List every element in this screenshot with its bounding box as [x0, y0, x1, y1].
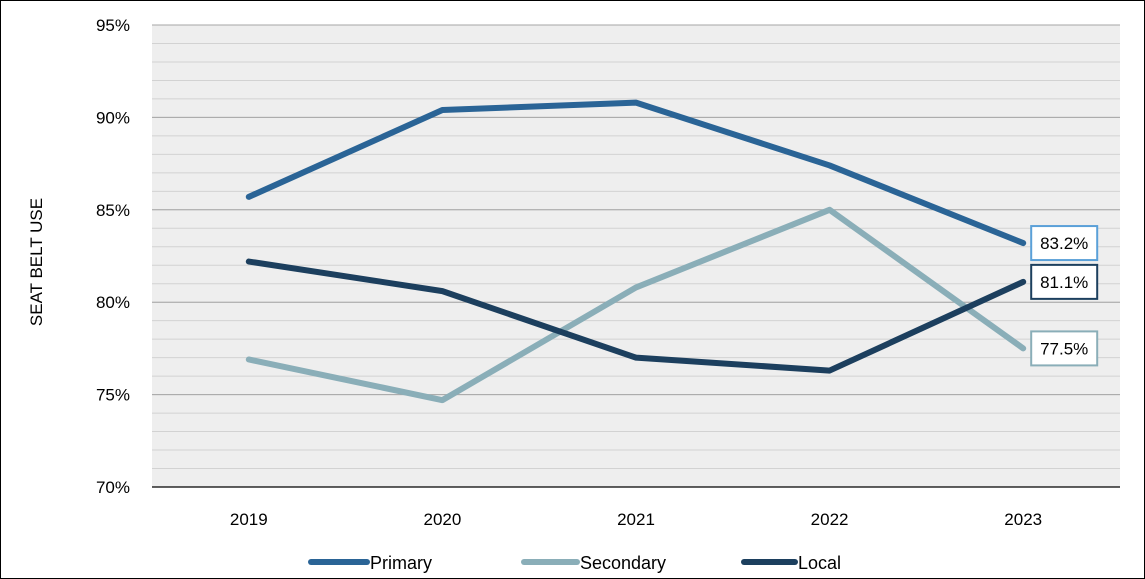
- end-label-local: 81.1%: [1030, 263, 1099, 300]
- end-label-box: [1030, 263, 1099, 300]
- end-label-text: 77.5%: [1040, 339, 1088, 358]
- series-line-secondary: [245, 206, 1027, 404]
- x-tick-label: 2020: [423, 510, 461, 529]
- end-label-secondary: 77.5%: [1030, 330, 1099, 367]
- end-label-text: 83.2%: [1040, 234, 1088, 253]
- legend-label: Local: [798, 553, 841, 573]
- y-tick-label: 90%: [96, 108, 130, 127]
- x-tick-label: 2019: [230, 510, 268, 529]
- y-tick-label: 80%: [96, 293, 130, 312]
- y-axis-tick-labels: 70% 75% 80% 85% 90% 95%: [96, 16, 130, 497]
- plot-area: [152, 25, 1120, 487]
- legend-item-secondary: Secondary: [521, 553, 666, 573]
- legend-label: Secondary: [580, 553, 666, 573]
- x-tick-label: 2022: [811, 510, 849, 529]
- y-tick-label: 85%: [96, 201, 130, 220]
- y-axis-title: SEAT BELT USE: [27, 198, 46, 326]
- end-data-labels: 83.2% 77.5% 81.1%: [1030, 225, 1099, 367]
- end-label-box: [1030, 225, 1099, 262]
- end-label-primary: 83.2%: [1030, 225, 1099, 262]
- x-tick-label: 2021: [617, 510, 655, 529]
- x-tick-label: 2023: [1004, 510, 1042, 529]
- end-label-box: [1030, 330, 1099, 367]
- y-tick-label: 95%: [96, 16, 130, 35]
- end-label-text: 81.1%: [1040, 273, 1088, 292]
- legend-item-local: Local: [741, 553, 841, 573]
- x-axis-tick-labels: 2019 2020 2021 2022 2023: [230, 510, 1042, 529]
- series-line-primary: [245, 99, 1027, 247]
- y-tick-label: 75%: [96, 386, 130, 405]
- legend-label: Primary: [370, 553, 432, 573]
- series-lines: [245, 99, 1027, 404]
- legend-item-primary: Primary: [308, 553, 432, 573]
- legend: Primary Secondary Local: [308, 553, 841, 573]
- series-line-local: [245, 258, 1027, 374]
- y-tick-label: 70%: [96, 478, 130, 497]
